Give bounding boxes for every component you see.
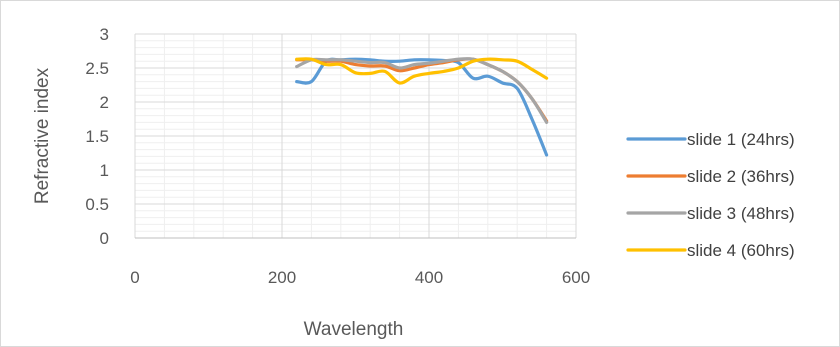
y-tick-label: 1.5 xyxy=(85,127,109,146)
legend-label-3: slide 3 (48hrs) xyxy=(687,204,795,223)
y-tick-label: 2 xyxy=(100,93,109,112)
y-tick-label: 1 xyxy=(100,161,109,180)
x-tick-label: 400 xyxy=(415,268,443,287)
x-tick-label: 0 xyxy=(130,268,139,287)
legend: slide 1 (24hrs) slide 2 (36hrs) slide 3 (4… xyxy=(626,130,795,260)
legend-label-2: slide 2 (36hrs) xyxy=(687,167,795,186)
y-tick-label: 3 xyxy=(100,25,109,44)
legend-label-1: slide 1 (24hrs) xyxy=(687,130,795,149)
legend-label-4: slide 4 (60hrs) xyxy=(687,241,795,260)
y-axis-title: Refractive index xyxy=(32,67,53,204)
y-tick-label: 0 xyxy=(100,229,109,248)
y-tick-label: 0.5 xyxy=(85,195,109,214)
series-line-4 xyxy=(295,57,549,85)
series-lines xyxy=(295,57,549,157)
x-tick-label: 600 xyxy=(562,268,590,287)
y-tick-label: 2.5 xyxy=(85,59,109,78)
x-tick-label: 200 xyxy=(268,268,296,287)
tick-labels: 0 200 400 600 0 0.5 1 1.5 2 2.5 3 xyxy=(85,25,590,287)
series-line-3 xyxy=(295,57,549,124)
x-axis-title: Wavelength xyxy=(304,319,404,340)
